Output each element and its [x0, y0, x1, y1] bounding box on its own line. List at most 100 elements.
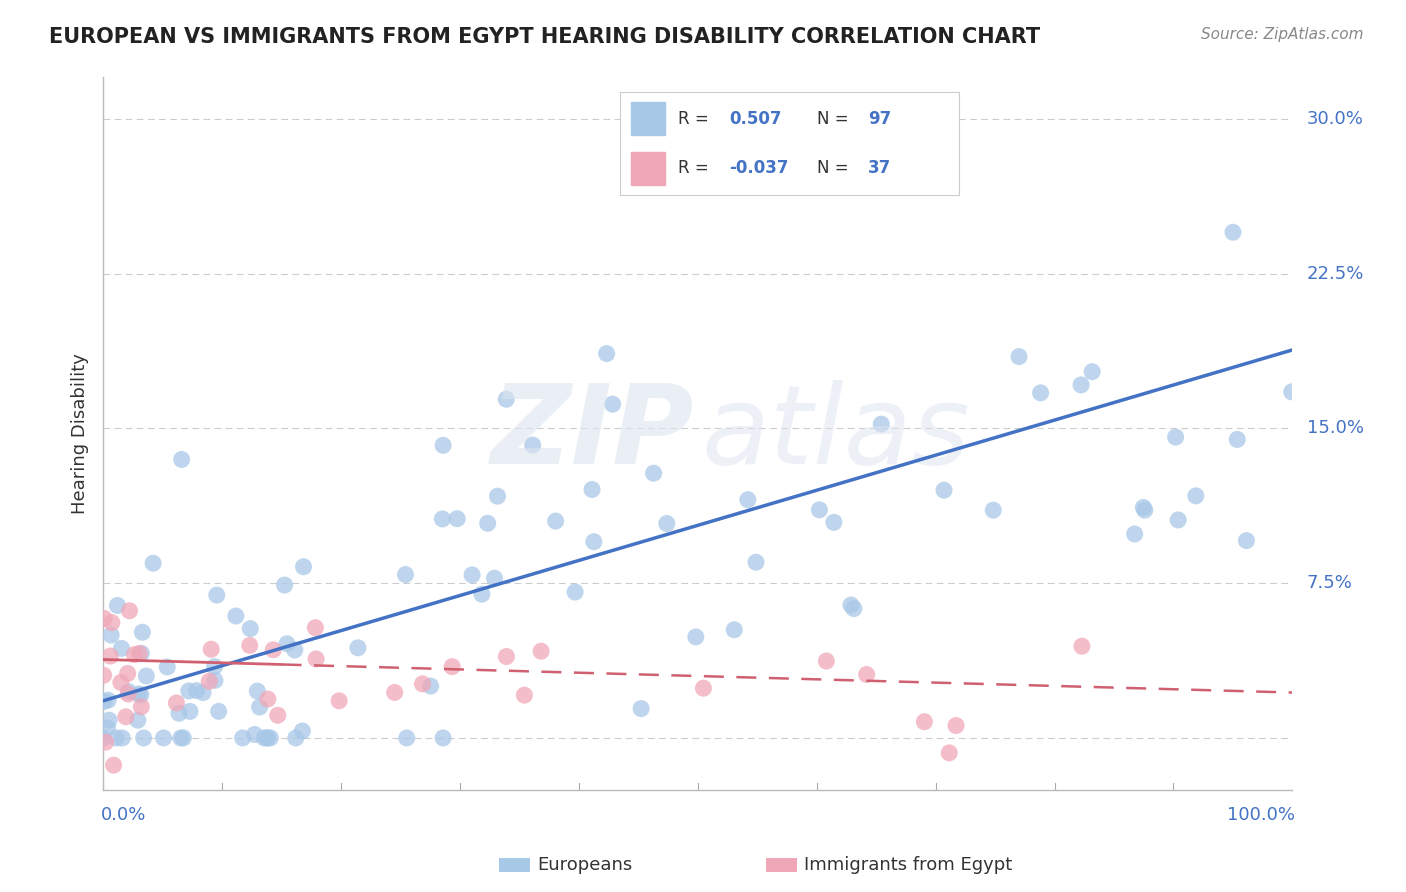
Point: [93, 668, 115, 682]
Point: [304, 621, 326, 635]
Point: [1029, 385, 1052, 400]
Point: [484, 571, 506, 585]
Point: [200, 642, 222, 657]
Point: [945, 718, 967, 732]
Point: [284, 731, 307, 745]
Text: Source: ZipAtlas.com: Source: ZipAtlas.com: [1201, 27, 1364, 42]
Point: [239, 639, 262, 653]
Point: [522, 438, 544, 452]
Point: [808, 503, 831, 517]
Point: [530, 644, 553, 658]
Point: [692, 681, 714, 696]
Point: [205, 588, 228, 602]
Point: [938, 746, 960, 760]
Point: [582, 534, 605, 549]
Point: [655, 516, 678, 531]
Point: [93, 611, 115, 625]
Point: [267, 708, 290, 723]
Point: [177, 684, 200, 698]
Point: [249, 700, 271, 714]
Point: [105, 731, 128, 745]
Point: [96, 721, 118, 735]
Y-axis label: Hearing Disability: Hearing Disability: [72, 353, 89, 514]
Text: 30.0%: 30.0%: [1306, 110, 1364, 128]
Point: [477, 516, 499, 531]
Point: [292, 559, 315, 574]
Point: [97, 693, 120, 707]
Point: [225, 609, 247, 624]
Point: [132, 731, 155, 745]
Point: [347, 640, 370, 655]
Point: [461, 567, 484, 582]
Point: [152, 731, 174, 745]
Point: [1070, 378, 1092, 392]
Point: [419, 679, 441, 693]
Point: [256, 731, 278, 745]
Point: [117, 666, 139, 681]
Point: [602, 397, 624, 411]
Point: [232, 731, 254, 745]
Point: [100, 628, 122, 642]
Text: ZIP: ZIP: [491, 380, 695, 487]
Point: [156, 660, 179, 674]
Text: atlas: atlas: [702, 380, 970, 487]
Point: [544, 514, 567, 528]
Point: [870, 417, 893, 431]
Point: [432, 512, 454, 526]
Point: [111, 731, 134, 745]
Point: [291, 724, 314, 739]
Point: [1133, 503, 1156, 517]
Point: [412, 677, 434, 691]
Point: [1236, 533, 1258, 548]
Point: [823, 516, 845, 530]
Point: [129, 688, 152, 702]
Point: [127, 713, 149, 727]
Point: [395, 731, 418, 745]
Point: [830, 174, 852, 188]
Point: [114, 710, 136, 724]
Point: [1123, 527, 1146, 541]
Point: [685, 630, 707, 644]
Point: [384, 685, 406, 699]
Point: [276, 637, 298, 651]
Point: [118, 604, 141, 618]
Point: [839, 598, 862, 612]
Point: [394, 567, 416, 582]
Point: [239, 622, 262, 636]
Point: [1081, 365, 1104, 379]
Point: [165, 696, 187, 710]
Point: [93, 694, 115, 708]
Point: [723, 623, 745, 637]
Point: [204, 673, 226, 688]
Point: [710, 122, 733, 136]
Point: [486, 489, 509, 503]
Point: [1070, 639, 1092, 653]
Point: [441, 659, 464, 673]
Point: [170, 452, 193, 467]
Point: [564, 585, 586, 599]
Point: [98, 648, 121, 663]
Point: [131, 625, 153, 640]
Point: [259, 731, 281, 745]
Text: Immigrants from Egypt: Immigrants from Egypt: [804, 856, 1012, 874]
Point: [1222, 225, 1244, 239]
Text: 0.0%: 0.0%: [101, 806, 146, 824]
Point: [167, 706, 190, 721]
Point: [170, 731, 193, 745]
Point: [284, 643, 307, 657]
Point: [305, 652, 328, 666]
Point: [981, 503, 1004, 517]
Point: [179, 705, 201, 719]
Text: 7.5%: 7.5%: [1306, 574, 1353, 592]
Point: [129, 699, 152, 714]
Text: 15.0%: 15.0%: [1306, 419, 1364, 437]
Point: [135, 669, 157, 683]
Point: [98, 713, 121, 727]
Point: [128, 687, 150, 701]
Point: [328, 694, 350, 708]
Point: [446, 512, 468, 526]
Point: [94, 735, 117, 749]
Point: [256, 731, 278, 745]
Text: 100.0%: 100.0%: [1227, 806, 1295, 824]
Point: [513, 688, 536, 702]
